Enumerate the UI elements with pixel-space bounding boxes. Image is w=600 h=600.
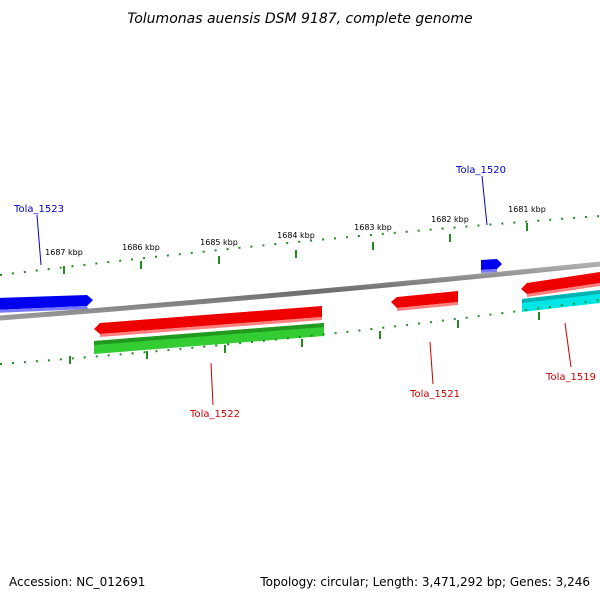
reverse-strand-features xyxy=(94,272,600,337)
leader-line-tola-1522 xyxy=(210,362,214,406)
footer-summary: Topology: circular; Length: 3,471,292 bp… xyxy=(259,575,590,589)
outer-scale-dotted-line xyxy=(0,215,600,276)
outer-scale-ticks xyxy=(63,223,528,274)
gene-arrow-tola-1522-shadow xyxy=(100,317,322,337)
scale-label: 1684 kbp xyxy=(277,231,315,240)
genome-backbone xyxy=(0,261,600,321)
leader-line-tola-1519 xyxy=(564,322,572,368)
inner-scale-dotted-line xyxy=(0,299,600,365)
outer-scale-labels: 1687 kbp 1686 kbp 1685 kbp 1684 kbp 1683… xyxy=(45,205,546,257)
outer-scale-ring: 1687 kbp 1686 kbp 1685 kbp 1684 kbp 1683… xyxy=(0,205,600,276)
gene-arrow-tola-1523 xyxy=(0,295,93,310)
forward-strand-features xyxy=(0,259,502,313)
scale-label: 1682 kbp xyxy=(431,215,469,224)
green-feature-bar-top xyxy=(94,323,324,345)
gene-arrow-tola-1520 xyxy=(481,259,502,270)
gene-arrow-tola-1521-shadow xyxy=(397,302,458,311)
gene-arrow-tola-1523-shadow xyxy=(0,306,88,313)
gene-arrow-tola-1519 xyxy=(521,272,600,294)
gene-label-tola-1521: Tola_1521 xyxy=(409,389,460,400)
scale-label: 1687 kbp xyxy=(45,248,83,257)
genome-title: Tolumonas auensis DSM 9187, complete gen… xyxy=(127,11,472,27)
inner-scale-ring xyxy=(0,299,600,365)
gene-label-tola-1520: Tola_1520 xyxy=(455,165,506,176)
footer-accession: Accession: NC_012691 xyxy=(9,575,145,589)
gene-arrow-tola-1522 xyxy=(94,306,322,334)
inner-scale-ticks xyxy=(69,312,540,364)
leader-line-tola-1523 xyxy=(36,214,42,266)
feature-track xyxy=(94,290,600,354)
cyan-feature-bar-top xyxy=(522,290,600,303)
scale-label: 1683 kbp xyxy=(354,223,392,232)
gene-label-tola-1519: Tola_1519 xyxy=(545,372,596,383)
gene-arrow-tola-1520-shadow xyxy=(481,269,497,273)
scale-label: 1681 kbp xyxy=(508,205,546,214)
gene-arrow-tola-1521 xyxy=(391,291,458,308)
scale-label: 1686 kbp xyxy=(122,243,160,252)
gene-labels: Tola_1523 Tola_1520 Tola_1522 Tola_1521 … xyxy=(13,165,596,420)
gene-arrow-tola-1519-shadow xyxy=(527,283,600,297)
gene-label-tola-1522: Tola_1522 xyxy=(189,409,240,420)
scale-label: 1685 kbp xyxy=(200,238,238,247)
leader-line-tola-1520 xyxy=(481,175,488,226)
leader-line-tola-1521 xyxy=(429,341,434,385)
gene-label-tola-1523: Tola_1523 xyxy=(13,204,64,215)
